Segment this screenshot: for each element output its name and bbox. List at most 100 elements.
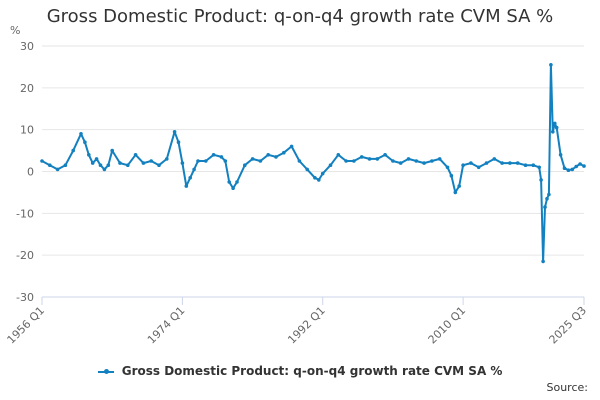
data-point[interactable] (406, 157, 411, 161)
data-point[interactable] (165, 157, 169, 161)
data-point[interactable] (539, 178, 543, 182)
data-point[interactable] (541, 259, 545, 264)
data-point[interactable] (531, 163, 536, 167)
data-point[interactable] (553, 121, 557, 126)
data-point[interactable] (570, 167, 575, 172)
legend[interactable]: Gross Domestic Product: q-on-q4 growth r… (0, 364, 600, 378)
data-point[interactable] (98, 163, 103, 167)
data-point[interactable] (219, 155, 224, 159)
data-point[interactable] (317, 178, 321, 182)
data-point[interactable] (375, 157, 380, 161)
data-point[interactable] (266, 153, 271, 157)
data-point[interactable] (492, 157, 497, 161)
data-point[interactable] (87, 153, 91, 157)
data-point[interactable] (305, 167, 310, 172)
data-point[interactable] (547, 192, 551, 197)
data-point[interactable] (391, 159, 395, 163)
data-point[interactable] (243, 163, 247, 167)
data-point[interactable] (176, 140, 181, 144)
data-point[interactable] (549, 63, 553, 67)
data-point[interactable] (437, 157, 442, 161)
data-point[interactable] (328, 163, 333, 167)
data-point[interactable] (313, 176, 317, 180)
data-point[interactable] (562, 166, 567, 170)
data-point[interactable] (582, 164, 586, 168)
data-point[interactable] (118, 161, 122, 165)
data-point[interactable] (445, 165, 450, 170)
data-point[interactable] (48, 163, 52, 167)
data-point[interactable] (430, 159, 434, 163)
data-point[interactable] (461, 163, 465, 167)
data-point[interactable] (149, 159, 153, 163)
y-tick-label: 0 (27, 166, 34, 179)
x-axis: 1956 Q1 1974 Q1 1992 Q1 2010 Q1 2025 Q3 (5, 296, 589, 347)
data-point[interactable] (40, 159, 44, 163)
data-point[interactable] (558, 153, 563, 157)
data-point[interactable] (578, 162, 582, 166)
data-point[interactable] (184, 184, 189, 188)
x-tick-label: 1974 Q1 (145, 304, 188, 347)
data-point[interactable] (457, 184, 462, 188)
data-point[interactable] (141, 161, 146, 165)
data-point[interactable] (211, 153, 216, 157)
data-point[interactable] (574, 164, 578, 169)
data-point[interactable] (71, 148, 75, 153)
data-point[interactable] (102, 167, 107, 172)
data-point[interactable] (157, 163, 161, 167)
y-axis-unit-label: % (10, 24, 20, 37)
data-point[interactable] (204, 159, 208, 163)
data-point[interactable] (55, 167, 60, 172)
data-point[interactable] (223, 159, 228, 163)
data-point[interactable] (172, 130, 177, 134)
data-point[interactable] (398, 161, 403, 165)
data-point[interactable] (282, 150, 286, 155)
data-point[interactable] (133, 153, 138, 157)
y-tick-label: -10 (16, 207, 34, 220)
data-point[interactable] (336, 153, 341, 157)
data-point[interactable] (367, 157, 372, 161)
data-point[interactable] (180, 161, 185, 165)
data-point[interactable] (188, 176, 192, 180)
data-point[interactable] (196, 159, 200, 163)
data-point[interactable] (231, 186, 235, 190)
data-point[interactable] (383, 153, 387, 157)
data-point[interactable] (227, 180, 231, 184)
data-point[interactable] (297, 159, 302, 163)
data-point[interactable] (566, 168, 571, 172)
data-point[interactable] (359, 155, 364, 159)
data-point[interactable] (320, 171, 325, 176)
data-point[interactable] (352, 159, 356, 163)
data-point[interactable] (484, 161, 489, 165)
data-point[interactable] (414, 159, 419, 163)
y-axis-ticks: 30 20 10 0 -10 -20 -30 (16, 40, 34, 304)
data-point[interactable] (344, 159, 348, 163)
data-point[interactable] (192, 167, 196, 172)
data-point[interactable] (469, 161, 473, 165)
data-point[interactable] (90, 161, 95, 165)
data-point[interactable] (508, 161, 512, 165)
data-point[interactable] (79, 132, 83, 136)
data-point[interactable] (515, 161, 520, 165)
data-point[interactable] (106, 163, 111, 167)
data-point[interactable] (258, 159, 263, 163)
data-point[interactable] (94, 157, 99, 161)
data-point[interactable] (235, 180, 239, 184)
data-point[interactable] (551, 130, 555, 134)
data-point[interactable] (449, 173, 454, 178)
data-point[interactable] (523, 163, 528, 167)
data-point[interactable] (274, 155, 278, 159)
data-point[interactable] (250, 157, 255, 161)
data-point[interactable] (545, 196, 549, 201)
data-point[interactable] (554, 125, 559, 130)
data-point[interactable] (83, 140, 87, 144)
data-point[interactable] (543, 205, 547, 209)
data-point[interactable] (422, 161, 426, 165)
data-point[interactable] (500, 161, 504, 165)
data-point[interactable] (537, 165, 541, 170)
data-point[interactable] (289, 144, 294, 149)
data-point[interactable] (453, 190, 458, 195)
data-point[interactable] (476, 165, 481, 170)
data-point[interactable] (63, 163, 68, 167)
data-point[interactable] (126, 163, 130, 167)
data-point[interactable] (110, 148, 114, 153)
